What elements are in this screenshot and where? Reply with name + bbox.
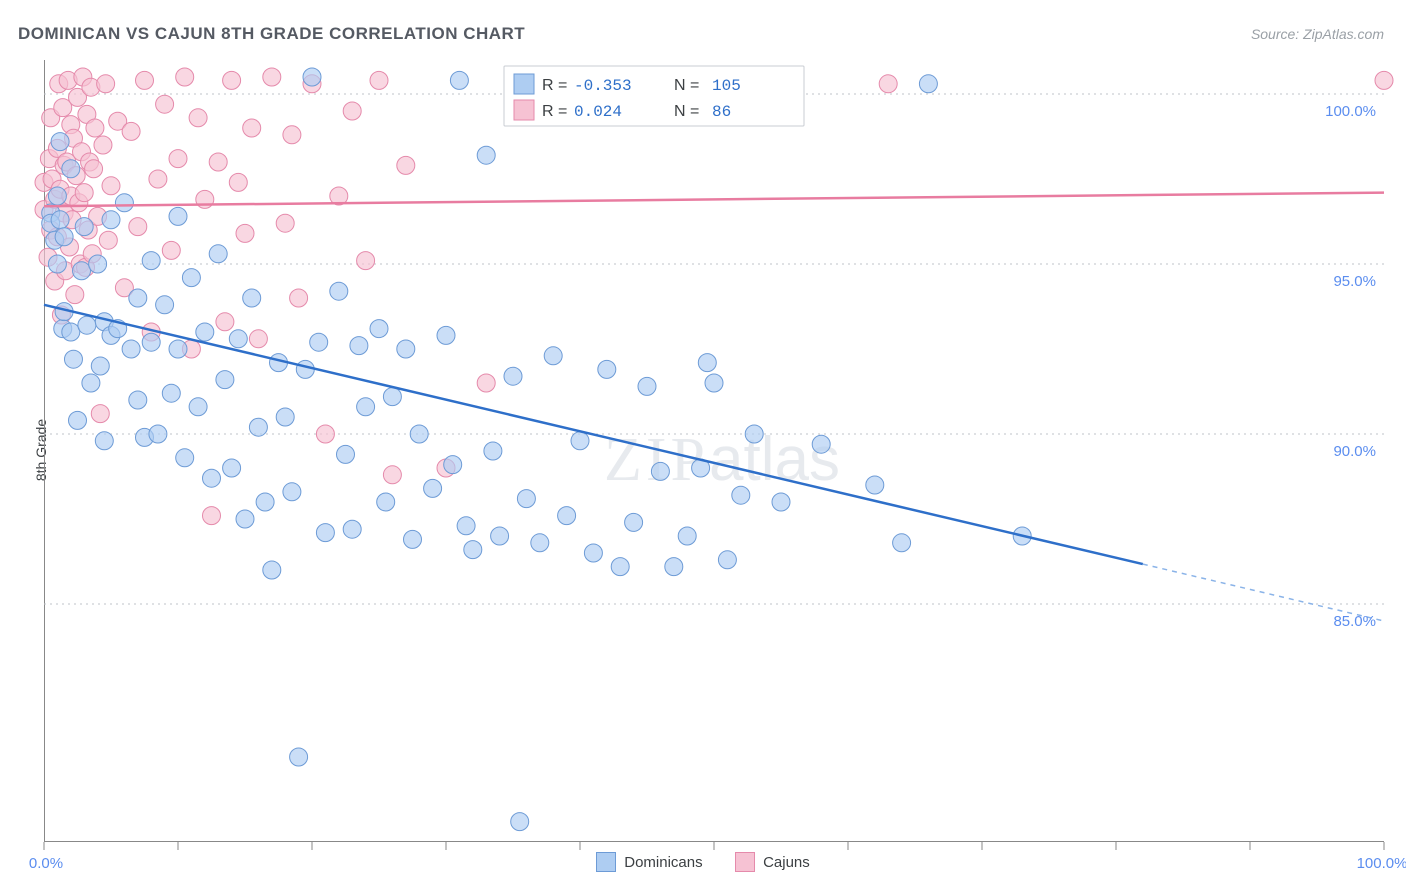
- svg-text:N =: N =: [674, 77, 699, 94]
- chart-container: DOMINICAN VS CAJUN 8TH GRADE CORRELATION…: [0, 0, 1406, 892]
- svg-text:-0.353: -0.353: [574, 77, 632, 95]
- correlation-legend: R = -0.353 N = 105 R = 0.024 N = 86: [504, 66, 804, 126]
- series-legend: Dominicans Cajuns: [0, 852, 1406, 892]
- dominicans-points: [42, 68, 1031, 831]
- svg-text:85.0%: 85.0%: [1333, 613, 1376, 630]
- legend-item-cajuns: Cajuns: [735, 852, 810, 872]
- svg-text:N =: N =: [674, 103, 699, 120]
- y-tick-labels: 85.0% 90.0% 95.0% 100.0%: [1325, 103, 1376, 630]
- trend-lines: [44, 193, 1384, 621]
- svg-text:90.0%: 90.0%: [1333, 443, 1376, 460]
- svg-text:100.0%: 100.0%: [1325, 103, 1376, 120]
- legend-label: Dominicans: [624, 854, 702, 871]
- svg-text:R =: R =: [542, 103, 567, 120]
- svg-text:105: 105: [712, 77, 741, 95]
- scatter-plot: ZIPatlas R = -0.353 N = 105 R = 0.024 N …: [44, 60, 1384, 842]
- source-attribution: Source: ZipAtlas.com: [1251, 26, 1384, 42]
- svg-text:86: 86: [712, 103, 731, 121]
- x-ticks: [44, 842, 1384, 850]
- legend-item-dominicans: Dominicans: [596, 852, 702, 872]
- legend-swatch-pink: [735, 852, 755, 872]
- svg-text:R =: R =: [542, 77, 567, 94]
- svg-text:0.024: 0.024: [574, 103, 622, 121]
- legend-swatch-blue: [596, 852, 616, 872]
- svg-text:95.0%: 95.0%: [1333, 273, 1376, 290]
- legend-label: Cajuns: [763, 854, 810, 871]
- chart-title: DOMINICAN VS CAJUN 8TH GRADE CORRELATION…: [18, 24, 525, 44]
